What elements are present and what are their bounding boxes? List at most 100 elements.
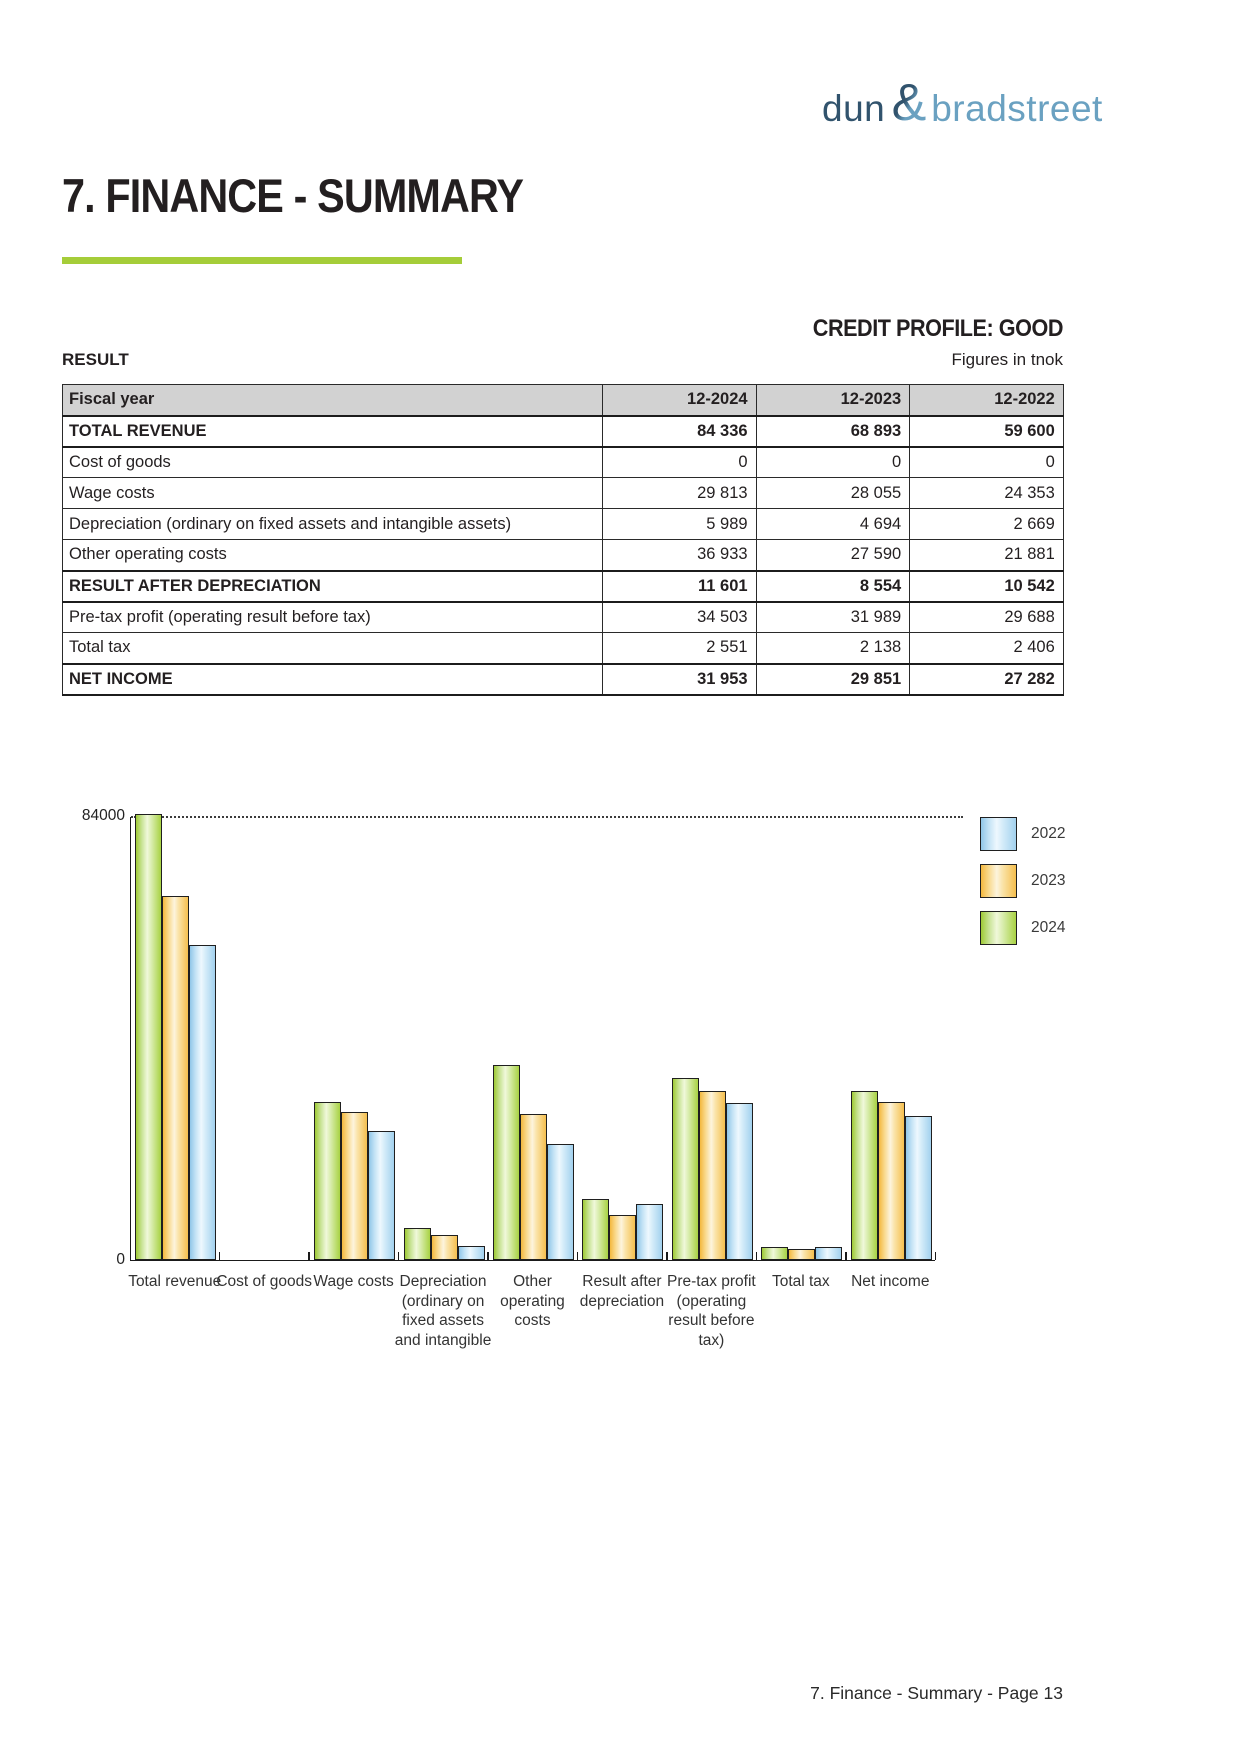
chart-bar-2024 [135, 814, 163, 1260]
table-row: Total tax 2 551 2 138 2 406 [62, 632, 1064, 664]
category-label: Result after depreciation [579, 1273, 665, 1310]
row-value: 2 138 [755, 632, 911, 664]
category-labels: Total revenue Cost of goods Wage costs Depr… [128, 1272, 935, 1392]
row-value: 0 [602, 446, 757, 478]
chart-bar-2022 [815, 1247, 843, 1260]
row-value: 2 406 [909, 632, 1064, 664]
row-value: 5 989 [602, 508, 757, 540]
col-header-fiscal-year: Fiscal year [62, 384, 603, 417]
chart-bar-2022 [725, 1103, 753, 1260]
row-value: 2 669 [909, 508, 1064, 540]
legend-label: 2023 [1031, 872, 1066, 889]
footer-page-label: 7. Finance - Summary - Page 13 [810, 1683, 1063, 1703]
row-value: 10 542 [909, 569, 1064, 603]
finance-bar-chart: 84000 0 Total revenue Cost of goods Wage c… [82, 807, 1066, 1392]
legend-label: 2022 [1031, 825, 1066, 842]
legend-label: 2024 [1031, 919, 1066, 936]
chart-bar-2022 [457, 1245, 485, 1260]
category-label: Depreciation (ordinary on fixed assets a… [394, 1273, 492, 1349]
legend-item-2024: 2024 [980, 911, 1065, 945]
col-header-12-2023: 12-2023 [755, 384, 911, 417]
row-value: 68 893 [755, 414, 911, 448]
table-row: Other operating costs 36 933 27 590 21 881 [62, 539, 1064, 571]
result-section-label: RESULT [62, 350, 129, 369]
x-axis-tick [218, 1252, 221, 1260]
chart-bar-2022 [547, 1144, 574, 1260]
row-label: Total tax [62, 632, 603, 664]
category-label: Wage costs [313, 1273, 394, 1290]
row-value: 84 336 [602, 414, 757, 448]
chart-legend: 2022 2023 2024 [980, 817, 1065, 958]
chart-bar-2024 [493, 1064, 520, 1260]
y-axis-zero-label: 0 [116, 1251, 125, 1268]
logo-text-dun: dun [822, 88, 886, 129]
row-value: 4 694 [755, 508, 911, 540]
row-value: 11 601 [602, 569, 757, 603]
chart-bar-2023 [877, 1102, 905, 1260]
row-value: 27 590 [755, 539, 911, 571]
category-label: Total revenue [128, 1273, 222, 1290]
category-label: Total tax [771, 1273, 830, 1290]
chart-bar-2024 [403, 1228, 431, 1260]
col-header-12-2024: 12-2024 [602, 384, 757, 417]
col-header-12-2022: 12-2022 [909, 384, 1064, 417]
legend-swatch-2023 [980, 864, 1017, 898]
x-axis-tick [576, 1252, 579, 1260]
legend-item-2023: 2023 [980, 864, 1065, 898]
row-value: 59 600 [909, 414, 1064, 448]
row-label: TOTAL REVENUE [62, 414, 603, 448]
credit-profile-heading: CREDIT PROFILE: GOOD [812, 315, 1064, 342]
result-table: Fiscal year 12-2024 12-2023 12-2022 TOTA… [62, 384, 1064, 696]
chart-bar-2023 [162, 895, 190, 1260]
chart-bar-2024 [671, 1077, 699, 1260]
row-value: 8 554 [755, 569, 911, 603]
row-value: 24 353 [909, 477, 1064, 509]
row-label: Cost of goods [62, 446, 603, 478]
chart-bar-2023 [341, 1111, 369, 1260]
row-value: 34 503 [602, 601, 757, 633]
x-axis-tick [666, 1252, 668, 1260]
row-value: 27 282 [909, 662, 1064, 696]
svg-text:&: & [892, 76, 927, 128]
chart-bar-2024 [582, 1198, 610, 1260]
table-row: Wage costs 29 813 28 055 24 353 [62, 477, 1064, 509]
result-table-body: TOTAL REVENUE 84 336 68 893 59 600 Cost of g… [62, 414, 1064, 696]
row-value: 31 953 [602, 662, 757, 696]
chart-bar-2024 [314, 1102, 342, 1260]
table-header-row: Fiscal year 12-2024 12-2023 12-2022 [62, 384, 1064, 417]
row-label: Other operating costs [62, 539, 603, 571]
row-value: 36 933 [602, 539, 757, 571]
row-value: 28 055 [755, 477, 911, 509]
chart-bar-2023 [788, 1248, 816, 1260]
category-label: Pre-tax profit (operating result before … [667, 1273, 756, 1349]
chart-bar-2023 [430, 1235, 458, 1260]
row-value: 31 989 [755, 601, 911, 633]
x-axis-tick [934, 1252, 936, 1260]
row-value: 29 851 [755, 662, 911, 696]
dun-bradstreet-logo: dun & bradstreet [822, 74, 1102, 132]
ampersand-icon: & [888, 74, 930, 133]
x-axis-tick [308, 1252, 310, 1260]
legend-swatch-2022 [980, 817, 1017, 851]
table-meta-row: RESULT Figures in tnok [62, 350, 1063, 370]
category-label: Net income [851, 1273, 930, 1290]
table-row: TOTAL REVENUE 84 336 68 893 59 600 [62, 414, 1064, 448]
x-axis-tick [487, 1252, 489, 1260]
table-row: NET INCOME 31 953 29 851 27 282 [62, 662, 1064, 696]
x-axis-tick [397, 1252, 400, 1260]
chart-bar-2023 [609, 1214, 637, 1260]
chart-bar-2022 [636, 1204, 664, 1260]
row-value: 0 [755, 446, 911, 478]
legend-item-2022: 2022 [980, 817, 1065, 851]
table-row: RESULT AFTER DEPRECIATION 11 601 8 554 10 5… [62, 569, 1064, 603]
chart-bar-2023 [520, 1114, 547, 1260]
category-label: Other operating costs [500, 1273, 565, 1329]
title-underline-bar [62, 257, 462, 264]
page-title: 7. FINANCE - SUMMARY [62, 169, 524, 222]
chart-plot [130, 814, 936, 1261]
category-label: Cost of goods [216, 1273, 312, 1290]
x-axis-tick [755, 1252, 758, 1260]
units-note: Figures in tnok [951, 350, 1064, 369]
row-value: 29 813 [602, 477, 757, 509]
